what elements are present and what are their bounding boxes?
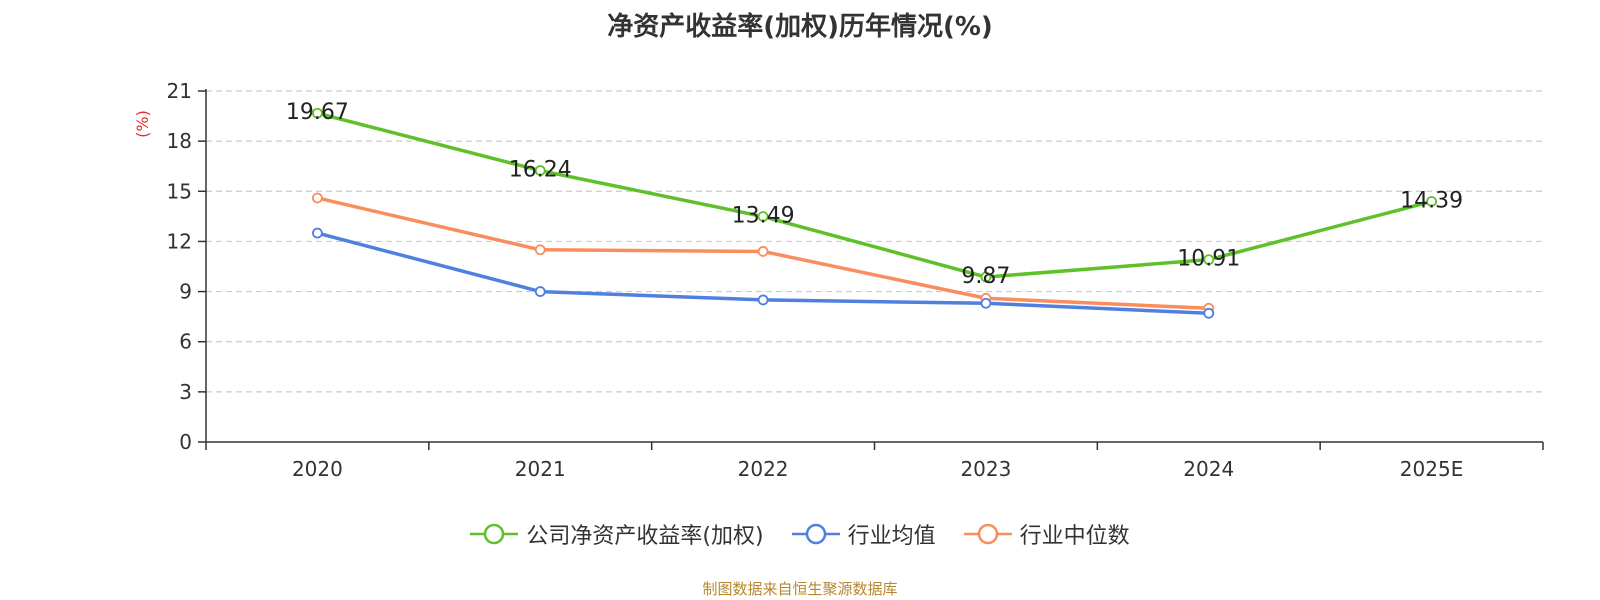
legend-item-0[interactable]: 公司净资产收益率(加权) [470,518,764,550]
legend-item-1[interactable]: 行业均值 [791,518,936,550]
data-label: 9.87 [961,264,1010,289]
legend-swatch-icon [963,523,1012,545]
series-0-line [316,111,1433,279]
series-0-point [1426,196,1437,207]
y-tick-label: 18 [167,129,192,153]
y-tick-label: 3 [179,380,192,404]
source-note: 制图数据来自恒生聚源数据库 [702,580,898,598]
legend-label: 公司净资产收益率(加权) [526,524,764,549]
x-tick-label: 2021 [515,457,566,481]
x-tick-label: 2020 [292,457,343,481]
series-2-point [312,192,323,204]
x-tick-label: 2024 [1183,457,1234,481]
y-tick-label: 21 [167,79,192,103]
data-label: 19.67 [286,100,349,125]
data-labels: 19.67 16.24 13.49 9.87 10.91 14.39 [286,100,1463,289]
series-1-point [757,294,769,306]
chart-title: 净资产收益率(加权)历年情况(%) [607,12,993,42]
y-tick-label: 0 [179,430,192,454]
series-0-point [980,271,992,283]
x-tick-label: 2025E [1400,457,1464,481]
series-lines [312,107,1437,319]
y-axis-label: (%) [133,110,152,138]
series-2-point [534,244,546,256]
legend: 公司净资产收益率(加权) 行业均值 行业中位数 [0,518,1600,550]
y-tick-label: 6 [179,330,192,354]
data-label: 13.49 [732,204,795,229]
series-0-point [312,107,323,119]
series-2-point [757,246,769,257]
legend-item-2[interactable]: 行业中位数 [963,518,1130,550]
y-tick-label: 9 [179,280,192,304]
series-1-point [1203,307,1215,319]
data-label: 14.39 [1400,188,1463,213]
legend-swatch-icon [470,523,519,545]
y-tick-label: 15 [167,179,192,203]
data-label: 10.91 [1177,247,1240,272]
axes: (%) 0 3 6 9 12 15 18 21 2020 2021 2022 2023 2024 2025… [133,79,1544,481]
legend-label: 行业中位数 [1019,524,1130,549]
legend-swatch-icon [791,523,840,545]
series-1-point [312,227,323,239]
x-tick-label: 2023 [960,457,1011,481]
x-tick-label: 2022 [738,457,789,481]
series-0-point [1203,254,1215,266]
series-0-point [534,165,546,176]
series-1-point [534,286,546,297]
y-tick-label: 12 [167,229,192,253]
data-label: 16.24 [509,158,572,183]
series-0-point [757,211,769,222]
legend-label: 行业均值 [847,524,936,549]
series-1-point [980,297,992,309]
